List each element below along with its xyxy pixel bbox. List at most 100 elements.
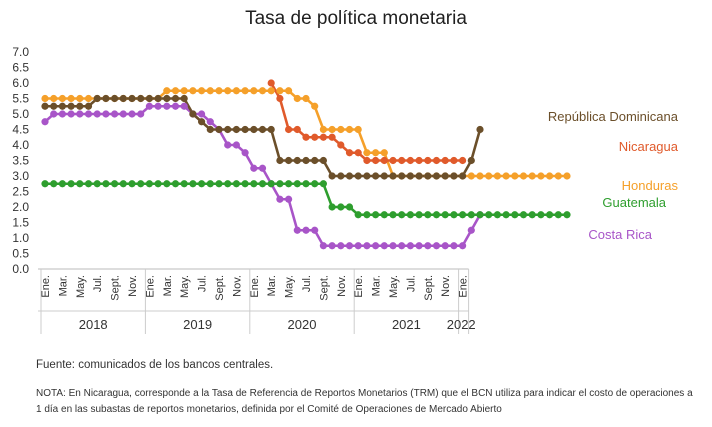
data-point bbox=[189, 87, 197, 95]
data-point bbox=[354, 242, 362, 250]
series-points bbox=[41, 79, 571, 250]
data-point bbox=[102, 94, 110, 103]
data-point bbox=[119, 180, 127, 188]
data-point bbox=[50, 110, 58, 118]
data-point bbox=[502, 172, 510, 180]
data-point bbox=[554, 211, 562, 219]
data-point bbox=[258, 180, 267, 188]
data-point bbox=[406, 172, 414, 180]
data-point bbox=[328, 242, 336, 250]
data-point bbox=[93, 180, 101, 188]
data-point bbox=[441, 211, 449, 219]
data-point bbox=[84, 180, 93, 188]
data-point bbox=[354, 211, 362, 219]
data-point bbox=[84, 110, 93, 118]
data-point bbox=[485, 211, 493, 219]
data-point bbox=[328, 125, 336, 134]
data-point bbox=[50, 180, 58, 188]
series-line bbox=[270, 82, 463, 162]
data-point bbox=[467, 172, 475, 180]
data-point bbox=[354, 172, 362, 180]
data-point bbox=[50, 102, 58, 110]
data-point bbox=[102, 110, 110, 118]
data-point bbox=[311, 180, 319, 188]
data-point bbox=[293, 180, 301, 188]
data-point bbox=[345, 172, 354, 180]
data-point bbox=[363, 242, 371, 250]
data-point bbox=[111, 110, 119, 118]
data-point bbox=[319, 242, 327, 250]
y-tick-label: 1.0 bbox=[12, 231, 29, 245]
data-point bbox=[206, 125, 214, 134]
year-label: 2020 bbox=[288, 317, 317, 332]
data-point bbox=[180, 87, 188, 95]
x-tick-label: Sept. bbox=[214, 275, 226, 301]
data-point bbox=[563, 172, 571, 180]
data-point bbox=[180, 102, 188, 110]
data-point bbox=[276, 156, 284, 165]
data-point bbox=[171, 102, 180, 110]
data-point bbox=[76, 110, 84, 118]
data-point bbox=[354, 125, 362, 134]
data-point bbox=[345, 203, 354, 211]
y-tick-label: 5.0 bbox=[12, 107, 29, 121]
data-point bbox=[441, 156, 449, 165]
x-tick-label: Mar. bbox=[266, 275, 278, 296]
data-point bbox=[267, 180, 275, 188]
x-tick-label: Jul. bbox=[405, 275, 417, 292]
data-point bbox=[459, 156, 467, 165]
data-point bbox=[215, 87, 223, 95]
data-point bbox=[58, 180, 66, 188]
x-tick-label: Mar. bbox=[162, 275, 174, 296]
data-point bbox=[145, 94, 153, 103]
data-point bbox=[232, 180, 240, 188]
data-point bbox=[215, 180, 223, 188]
data-point bbox=[372, 149, 380, 157]
data-point bbox=[415, 242, 423, 250]
data-point bbox=[285, 125, 293, 134]
chart-title: Tasa de política monetaria bbox=[245, 8, 467, 29]
data-point bbox=[206, 87, 214, 95]
data-point bbox=[398, 211, 406, 219]
data-point bbox=[493, 172, 501, 180]
data-point bbox=[293, 156, 301, 165]
series-label: República Dominicana bbox=[548, 109, 679, 124]
data-point bbox=[102, 180, 110, 188]
data-point bbox=[372, 242, 380, 250]
y-tick-label: 2.5 bbox=[12, 185, 29, 199]
data-point bbox=[459, 242, 467, 250]
data-point bbox=[537, 211, 545, 219]
axes: 0.00.5 1.01.5 2.02.5 3.03.5 4.04.5 5.05.5 6.06… bbox=[12, 45, 476, 334]
data-point bbox=[285, 87, 293, 95]
data-point bbox=[406, 242, 414, 250]
data-point bbox=[276, 195, 284, 203]
data-point bbox=[432, 156, 441, 165]
data-point bbox=[450, 172, 458, 180]
data-point bbox=[337, 141, 345, 149]
x-tick-label: May. bbox=[284, 275, 296, 298]
data-point bbox=[432, 242, 441, 250]
y-tick-label: 4.5 bbox=[12, 123, 29, 137]
x-tick-label: Jul. bbox=[197, 275, 209, 292]
data-point bbox=[215, 125, 223, 134]
year-label: 2019 bbox=[183, 317, 212, 332]
series-lines bbox=[44, 82, 567, 248]
data-point bbox=[171, 87, 180, 95]
y-tick-label: 2.0 bbox=[12, 200, 29, 214]
data-point bbox=[224, 180, 232, 188]
data-point bbox=[546, 211, 554, 219]
y-tick-label: 6.5 bbox=[12, 61, 29, 75]
data-point bbox=[250, 164, 258, 172]
data-point bbox=[311, 133, 319, 141]
data-point bbox=[328, 133, 336, 141]
data-point bbox=[267, 79, 275, 87]
data-point bbox=[398, 156, 406, 165]
data-point bbox=[189, 180, 197, 188]
data-point bbox=[337, 242, 345, 250]
data-point bbox=[67, 102, 75, 110]
data-point bbox=[232, 125, 240, 134]
series-labels: República Dominicana Nicaragua Honduras Gua… bbox=[548, 109, 679, 242]
x-tick-label: Sept. bbox=[318, 275, 330, 301]
data-point bbox=[406, 156, 414, 165]
y-tick-label: 0.5 bbox=[12, 247, 29, 261]
